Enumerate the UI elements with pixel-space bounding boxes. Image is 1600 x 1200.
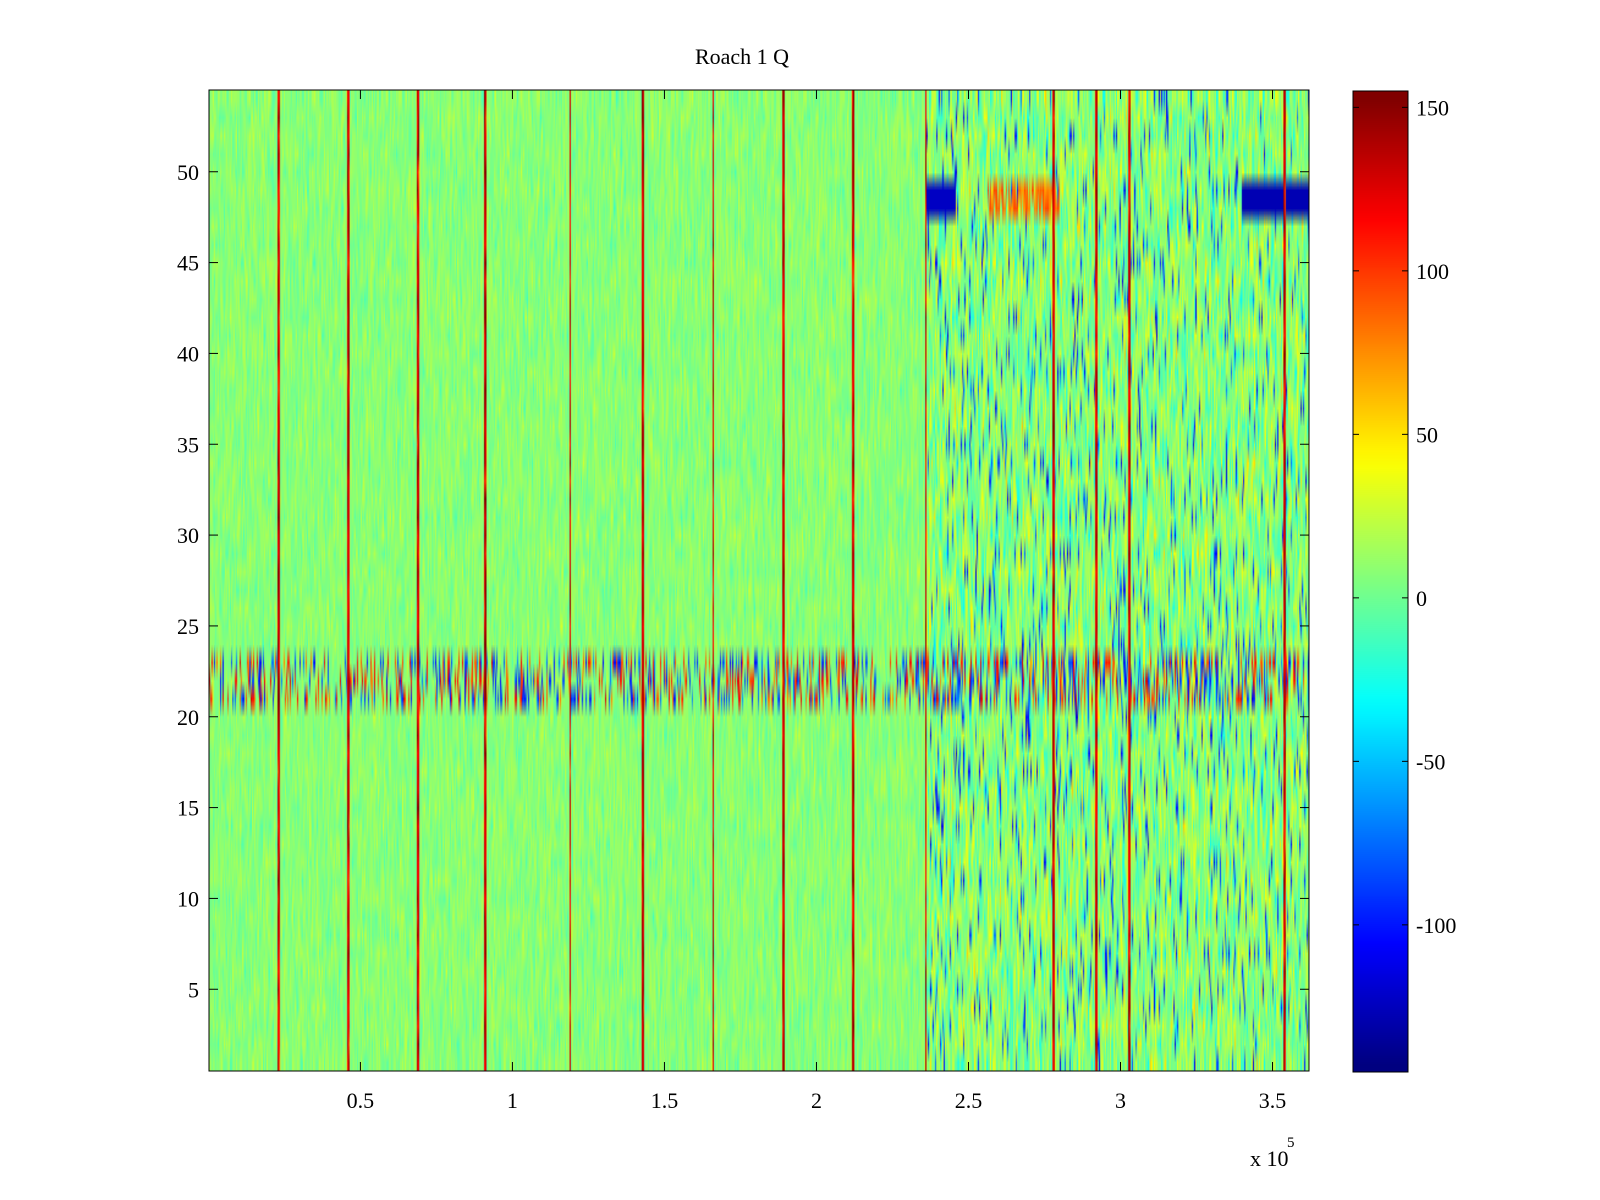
colorbar-tick-label: 50 (1416, 422, 1438, 447)
x-axis-ticks: 0.5 1 1.5 2 2.5 3 3.5 (347, 90, 1287, 1113)
y-tick-label: 15 (177, 796, 199, 821)
colorbar-tick-label: 150 (1416, 95, 1449, 120)
y-tick-label: 40 (177, 341, 199, 366)
x-tick-label: 1 (507, 1088, 518, 1113)
colorbar-ticks: 150 100 50 0 -50 -100 (1353, 95, 1456, 938)
x-tick-label: 3.5 (1259, 1088, 1287, 1113)
x-exponent-power: 5 (1287, 1135, 1295, 1151)
x-tick-label: 1.5 (651, 1088, 679, 1113)
y-tick-label: 5 (188, 977, 199, 1002)
colorbar-tick-label: -50 (1416, 749, 1445, 774)
y-tick-label: 10 (177, 886, 199, 911)
y-tick-label: 45 (177, 251, 199, 276)
heatmap-plot-area (208, 89, 1310, 1072)
chart-title: Roach 1 Q (695, 44, 789, 69)
y-axis-ticks: 5 10 15 20 25 30 35 40 45 50 (177, 160, 1309, 1002)
y-tick-label: 30 (177, 523, 199, 548)
plot-frame (208, 89, 1310, 1072)
colorbar-frame (1352, 90, 1409, 1073)
y-tick-label: 35 (177, 432, 199, 457)
y-tick-label: 50 (177, 160, 199, 185)
colorbar-tick-label: 0 (1416, 586, 1427, 611)
x-tick-label: 3 (1115, 1088, 1126, 1113)
colorbar-tick-label: 100 (1416, 259, 1449, 284)
x-tick-label: 2 (811, 1088, 822, 1113)
x-axis-exponent: x 10 5 (1250, 1135, 1295, 1171)
x-exponent-base: x 10 (1250, 1146, 1289, 1171)
colorbar: 150 100 50 0 -50 -100 (1352, 90, 1456, 1073)
heatmap-cells (209, 90, 1309, 1071)
x-tick-label: 2.5 (955, 1088, 983, 1113)
y-tick-label: 20 (177, 705, 199, 730)
y-tick-label: 25 (177, 614, 199, 639)
colorbar-gradient (1353, 91, 1408, 1072)
x-tick-label: 0.5 (347, 1088, 375, 1113)
colorbar-tick-label: -100 (1416, 913, 1456, 938)
